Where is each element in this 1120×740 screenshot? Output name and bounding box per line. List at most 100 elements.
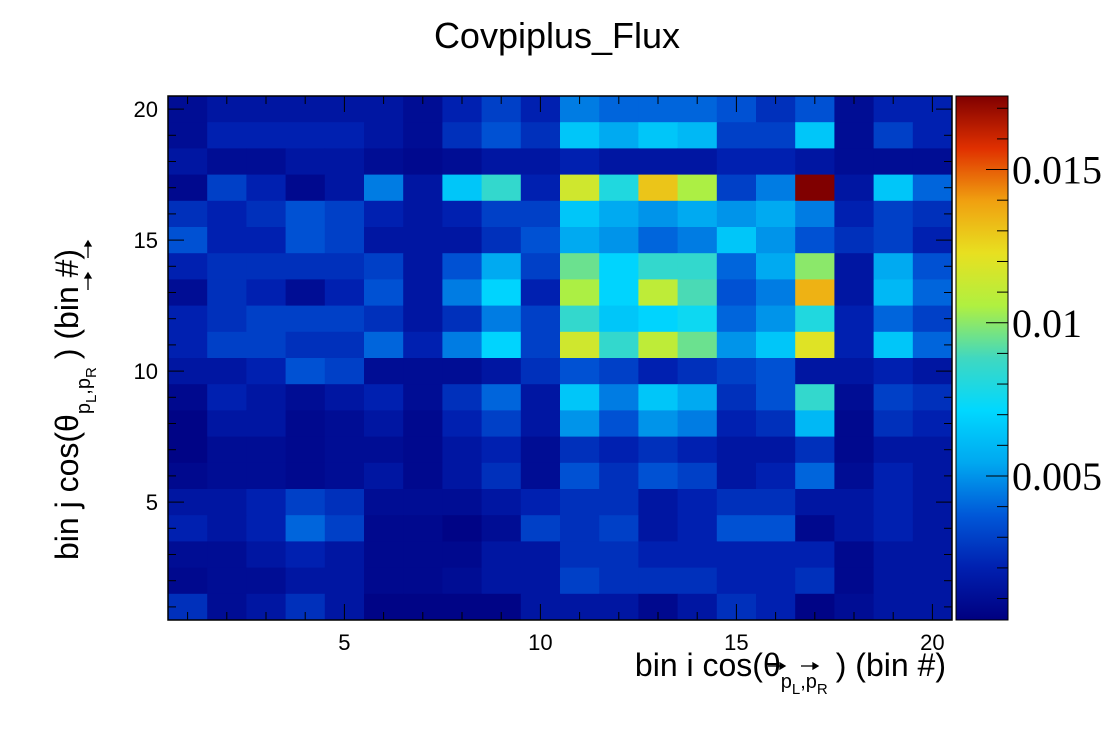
heatmap-cell [520, 227, 561, 254]
heatmap-cell [638, 331, 678, 359]
heatmap-cell [246, 122, 286, 149]
heatmap-cell [481, 358, 522, 385]
heatmap-cell [442, 227, 482, 254]
heatmap-cell [677, 358, 718, 385]
heatmap-cell [756, 567, 796, 595]
heatmap-cell [520, 358, 561, 385]
y-label-arrows [83, 239, 93, 290]
heatmap-cell [442, 253, 482, 280]
heatmap-cell [442, 200, 482, 228]
heatmap-cell [520, 331, 561, 359]
heatmap-cell [638, 410, 678, 437]
heatmap-cell [638, 122, 678, 149]
heatmap-cell [677, 200, 718, 228]
heatmap-cell [442, 358, 482, 385]
chart-title: Covpiplus_Flux [434, 15, 680, 56]
heatmap-cell [481, 567, 522, 595]
heatmap-cell [207, 489, 247, 516]
heatmap-cell [677, 567, 718, 595]
heatmap-cell [716, 331, 757, 359]
heatmap-cell [285, 200, 326, 228]
heatmap-cell [520, 279, 561, 306]
heatmap-cell [364, 148, 404, 175]
heatmap-cell [795, 253, 835, 280]
heatmap-cell [756, 410, 796, 437]
heatmap-cell [638, 279, 678, 306]
heatmap-cell [285, 384, 326, 411]
heatmap-cell [716, 279, 757, 306]
heatmap-cell [481, 541, 522, 568]
heatmap-cell [599, 436, 639, 464]
heatmap-cell [442, 436, 482, 464]
heatmap-cell [677, 410, 718, 437]
heatmap-cell [873, 567, 914, 595]
heatmap-cell [599, 489, 639, 516]
heatmap-cell [873, 462, 914, 490]
heatmap-cell [834, 279, 874, 306]
colorbar-tick-label: 0.015 [1012, 148, 1102, 193]
heatmap-cell [560, 174, 600, 202]
heatmap-cell [834, 174, 874, 202]
heatmap-cell [481, 436, 522, 464]
heatmap-cell [560, 541, 600, 568]
heatmap-cell [442, 541, 482, 568]
heatmap-cell [403, 410, 443, 437]
heatmap-cell [481, 384, 522, 411]
heatmap-cell [364, 358, 404, 385]
heatmap-cell [677, 489, 718, 516]
heatmap-cell [324, 174, 365, 202]
heatmap-cell [403, 279, 443, 306]
heatmap-cell [520, 567, 561, 595]
heatmap-cell [756, 279, 796, 306]
heatmap-cell [677, 515, 718, 542]
heatmap-cell [481, 515, 522, 542]
x-label-arrows [768, 661, 820, 671]
heatmap-cell [481, 279, 522, 306]
heatmap-cell [207, 174, 247, 202]
heatmap-cell [285, 122, 326, 149]
heatmap-cell [324, 489, 365, 516]
heatmap-cell [364, 567, 404, 595]
heatmap-cell [756, 148, 796, 175]
heatmap-cell [873, 331, 914, 359]
heatmap-cell [873, 122, 914, 149]
heatmap-cell [677, 253, 718, 280]
heatmap-cell [795, 541, 835, 568]
heatmap-cell [560, 462, 600, 490]
heatmap-cell [795, 331, 835, 359]
heatmap-cell [834, 200, 874, 228]
y-tick-label: 10 [134, 359, 158, 384]
heatmap-cell [873, 489, 914, 516]
heatmap-cell [756, 174, 796, 202]
heatmap-cell [560, 384, 600, 411]
heatmap-cell [207, 384, 247, 411]
heatmap-cell [403, 253, 443, 280]
heatmap-cell [520, 541, 561, 568]
heatmap-cell [520, 436, 561, 464]
heatmap-cell [834, 436, 874, 464]
heatmap-cell [442, 515, 482, 542]
heatmap-cell [207, 567, 247, 595]
heatmap-cell [207, 358, 247, 385]
heatmap-cell [520, 122, 561, 149]
heatmap-cell [246, 253, 286, 280]
heatmap-cell [716, 489, 757, 516]
y-tick-label: 5 [146, 490, 158, 515]
heatmap-cell [599, 305, 639, 333]
heatmap-cell [599, 515, 639, 542]
heatmap-cell [364, 305, 404, 333]
heatmap-cell [324, 462, 365, 490]
heatmap-cell [403, 331, 443, 359]
heatmap-cell [364, 200, 404, 228]
heatmap-cell [716, 200, 757, 228]
heatmap-cell [324, 253, 365, 280]
heatmap-cell [560, 436, 600, 464]
heatmap-cell [638, 384, 678, 411]
heatmap-cell [403, 489, 443, 516]
heatmap-cell [716, 174, 757, 202]
heatmap-cell [324, 515, 365, 542]
heatmap-cell [599, 541, 639, 568]
heatmap-cell [442, 305, 482, 333]
heatmap-cell [364, 384, 404, 411]
x-axis: 5 10 15 20 [187, 96, 945, 655]
